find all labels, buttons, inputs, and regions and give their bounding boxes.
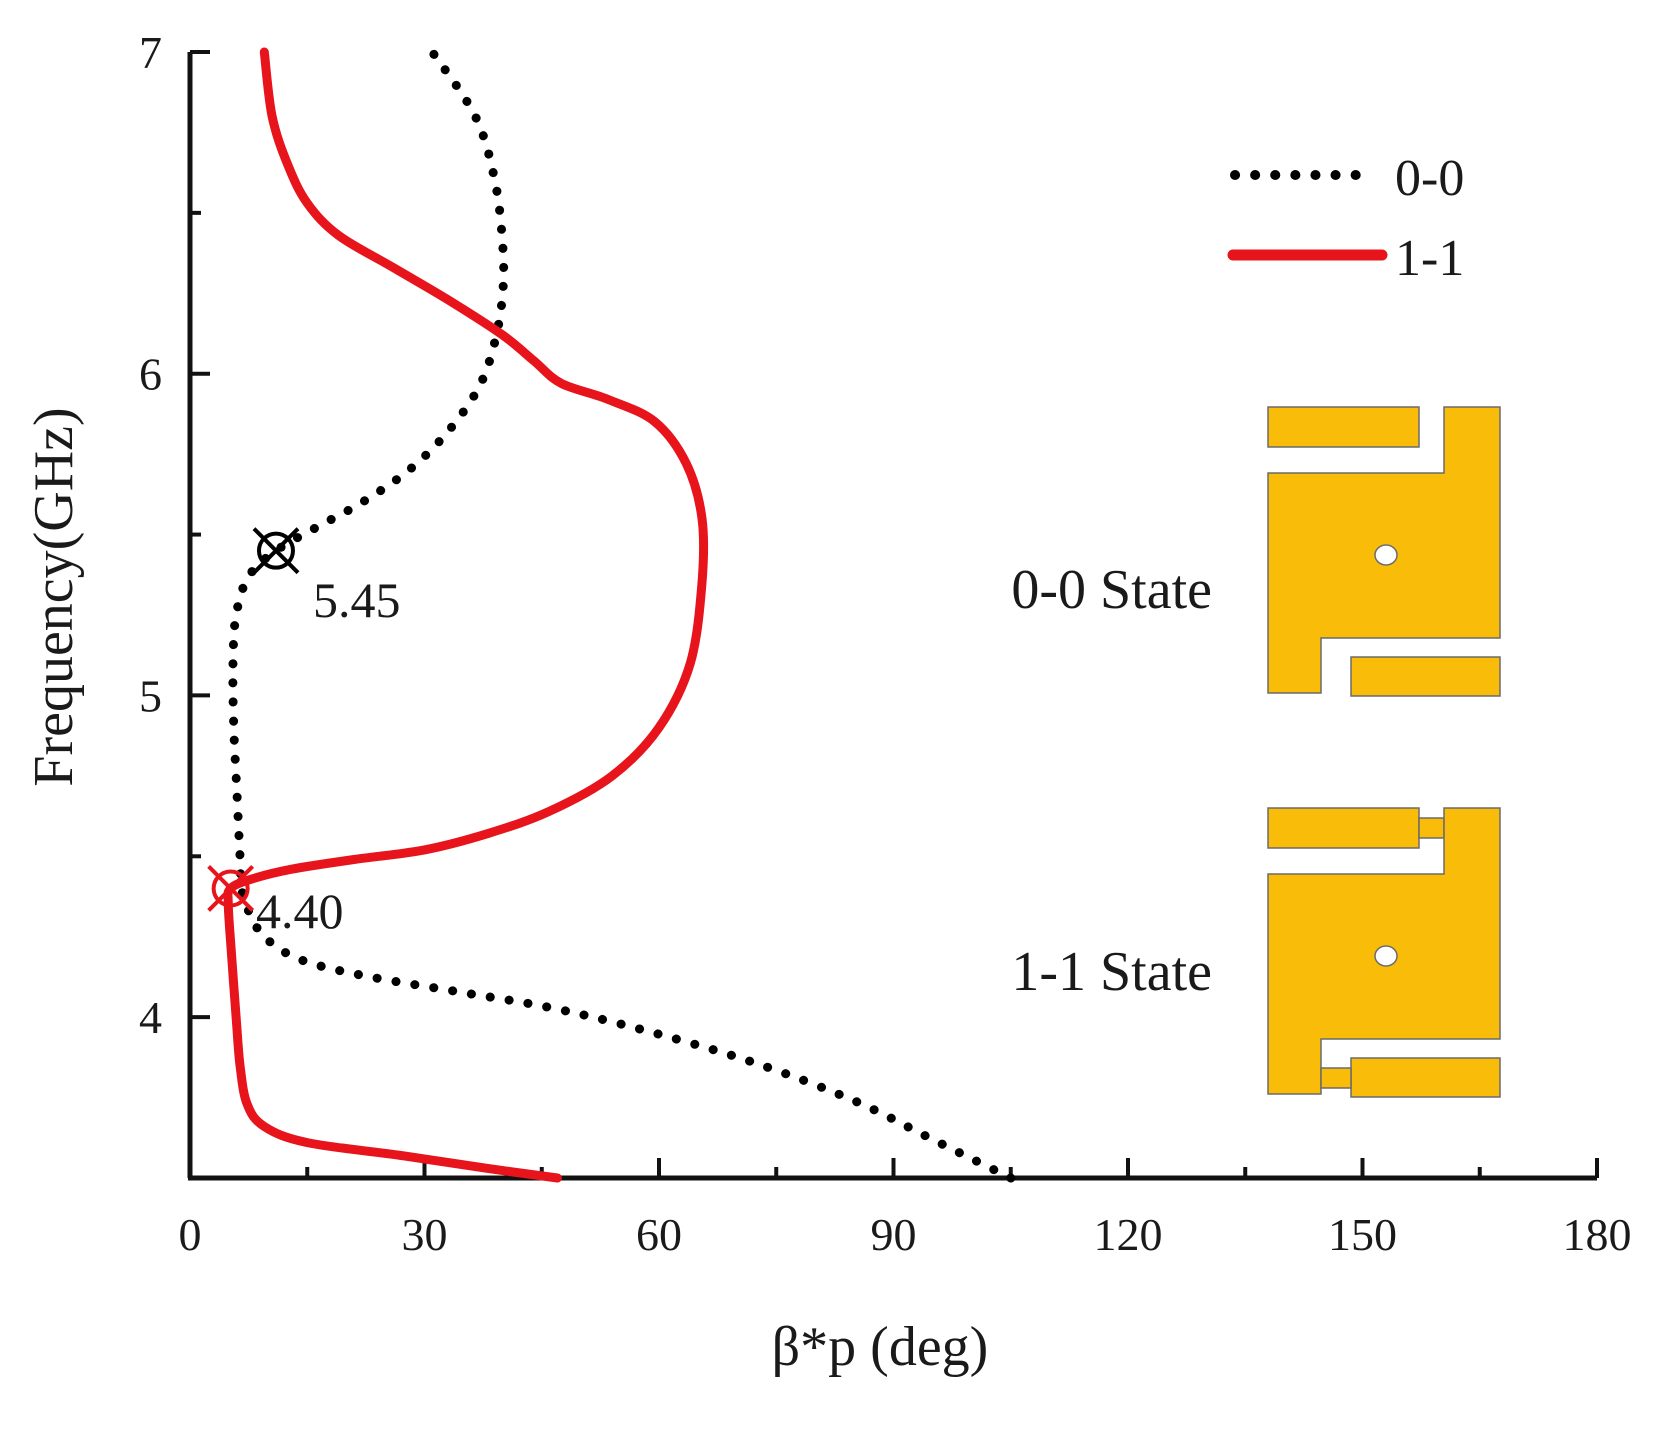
bottom-strip	[1350, 1057, 1501, 1098]
marker-circle	[211, 869, 250, 908]
legend-label-1-1: 1-1	[1395, 230, 1464, 287]
y-axis-title: Frequency(GHz)	[23, 407, 85, 786]
legend: 0-0 1-1	[1227, 150, 1464, 287]
pin-diode-bottom	[1320, 1067, 1352, 1089]
top-strip	[1267, 406, 1420, 448]
y-tick-label: 7	[139, 27, 162, 78]
bottom-strip	[1350, 656, 1501, 697]
unit-cell-1-1-state	[1267, 807, 1501, 1098]
via-hole	[1374, 945, 1398, 967]
series-line-0-0	[228, 47, 1016, 1183]
x-tick-label: 120	[1094, 1209, 1163, 1260]
inset-label-0-0-state: 0-0 State	[1011, 559, 1212, 621]
x-tick-label: 90	[871, 1209, 917, 1260]
annotation-4-40: 4.40	[256, 883, 344, 939]
marker-cross-b	[252, 527, 300, 575]
x-axis-title: β*p (deg)	[772, 1316, 989, 1378]
y-tick-label: 5	[139, 670, 162, 721]
annotation-5-45: 5.45	[313, 572, 401, 628]
x-tick-label: 30	[402, 1209, 448, 1260]
x-tick-label: 150	[1328, 1209, 1397, 1260]
top-strip	[1267, 807, 1420, 849]
series-layer	[223, 47, 1016, 1183]
marker-layer	[207, 527, 300, 912]
x-tick-label: 180	[1563, 1209, 1632, 1260]
x-tick-label: 60	[636, 1209, 682, 1260]
series-line-1-1	[223, 47, 709, 1183]
y-tick-label: 6	[139, 349, 162, 400]
marker-cross-b	[207, 865, 255, 912]
plot-axes: 0 30 60 90 120 150 180 4 5 6 7	[139, 27, 1632, 1260]
marker-5-45	[252, 527, 300, 575]
y-axis-ticks: 4 5 6 7	[139, 27, 210, 1043]
inset-label-1-1-state: 1-1 State	[1011, 941, 1212, 1003]
y-tick-label: 4	[139, 992, 162, 1043]
pin-diode-top	[1418, 817, 1445, 839]
legend-label-0-0: 0-0	[1395, 150, 1464, 207]
marker-circle	[256, 531, 295, 570]
x-axis-ticks: 0 30 60 90 120 150 180	[179, 1158, 1632, 1260]
x-tick-label: 0	[179, 1209, 202, 1260]
via-hole	[1374, 544, 1398, 566]
unit-cell-0-0-state	[1267, 406, 1501, 697]
marker-4-40	[207, 865, 255, 912]
